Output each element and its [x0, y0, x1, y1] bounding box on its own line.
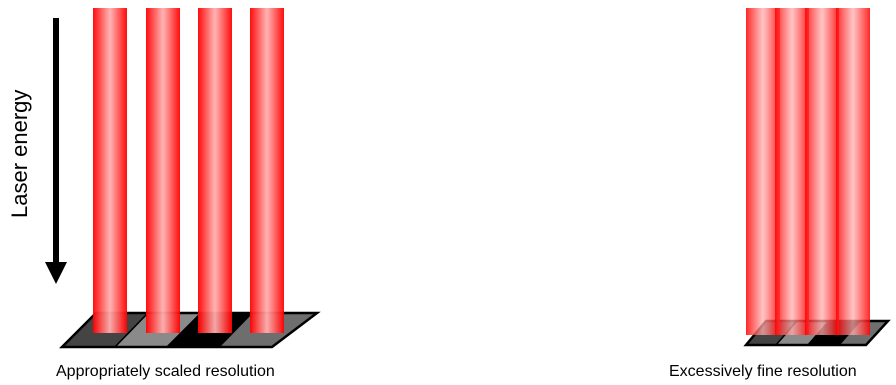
laser-beams-appropriate	[93, 8, 284, 333]
caption-fine-resolution: Excessively fine resolution	[669, 363, 857, 380]
laser-beam	[805, 8, 839, 335]
laser-energy-label: Laser energy	[7, 90, 32, 218]
laser-beam	[93, 8, 127, 333]
laser-beam	[775, 8, 809, 335]
caption-appropriate-resolution: Appropriately scaled resolution	[56, 363, 275, 380]
panel-appropriate	[58, 8, 321, 349]
laser-energy-arrow	[45, 18, 67, 284]
laser-beam	[198, 8, 232, 333]
laser-beam	[836, 8, 870, 335]
laser-beam	[250, 8, 284, 333]
laser-beams-fine	[746, 8, 870, 335]
laser-beam	[146, 8, 180, 333]
panel-fine	[743, 8, 891, 347]
laser-beam	[746, 8, 780, 335]
